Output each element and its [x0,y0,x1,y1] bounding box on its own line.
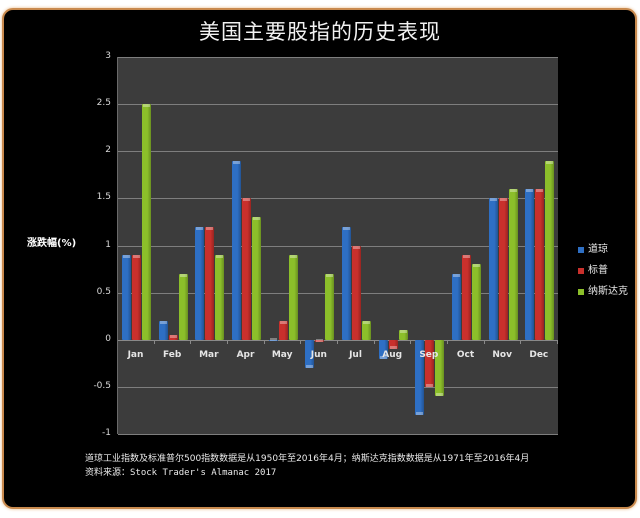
x-tick-label: Apr [236,350,255,360]
x-tick-label: Dec [529,350,549,360]
bar-oct-1 [461,254,471,340]
y-tick-label: 2 [105,145,111,156]
gridline [118,57,558,58]
x-tick-label: Oct [456,350,475,360]
bar-mar-1 [205,226,215,340]
legend-swatch-icon [578,247,584,253]
y-tick-label: -1 [102,428,111,438]
bar-oct-2 [471,264,481,340]
x-tick-mark [373,340,375,344]
y-tick-label: 1.5 [96,192,111,203]
bar-jul-2 [361,320,371,340]
chart-title: 美国主要股指的历史表现 [199,20,441,44]
legend-label: 纳斯达克 [588,286,628,297]
y-tick-label: 0 [105,333,111,344]
bar-may-0 [268,338,278,342]
bar-jul-1 [351,245,361,340]
bar-jan-0 [121,254,131,340]
x-tick-label: Nov [492,350,512,360]
x-tick-label: Jan [127,350,144,360]
x-tick-mark [557,340,558,344]
bar-dec-2 [545,160,555,340]
x-tick-label: Jul [349,350,362,360]
bar-sep-2 [435,339,445,397]
bar-jul-0 [341,226,351,340]
bar-jan-2 [141,104,151,340]
y-tick-label: 2.5 [96,98,111,109]
x-tick-mark [520,340,522,344]
x-tick-mark [190,340,192,344]
plot-area [117,57,558,435]
x-tick-label: Jun [310,350,327,360]
x-tick-mark [153,340,155,344]
bar-may-1 [278,320,288,340]
y-tick-label: 1 [105,239,111,250]
footnote-source: 资料来源：Stock Trader's Almanac 2017 [85,468,277,478]
gridline [118,245,558,247]
bar-apr-2 [251,217,261,340]
bar-dec-1 [535,188,545,340]
legend-label: 道琼 [588,244,608,255]
bar-sep-0 [415,339,425,416]
legend-swatch-icon [578,268,584,274]
bar-mar-2 [215,254,225,340]
x-tick-mark [227,340,228,344]
legend-swatch-icon [578,289,584,295]
x-tick-mark [337,340,338,344]
bar-apr-1 [241,198,251,340]
x-tick-mark [300,340,302,344]
bar-may-2 [288,254,298,340]
x-tick-label: Sep [419,350,439,360]
bar-nov-0 [488,198,498,340]
bar-aug-0 [378,339,388,359]
y-tick-label: -0.5 [93,380,111,391]
x-tick-mark [483,340,485,344]
bar-feb-1 [168,335,178,340]
gridline [118,104,558,106]
bar-sep-1 [425,339,435,388]
gridline [118,339,558,341]
bar-aug-2 [398,330,408,340]
bar-dec-0 [525,188,535,340]
bar-mar-0 [195,226,205,340]
y-tick-label: 0.5 [96,286,111,297]
y-axis-label: 涨跌幅(%) [27,238,77,249]
bar-feb-2 [178,273,188,340]
bar-nov-1 [498,198,508,340]
bar-jun-0 [305,339,315,369]
bar-jun-1 [315,338,325,342]
bar-feb-0 [158,320,168,340]
bar-aug-1 [388,339,398,350]
gridline [118,434,558,435]
y-tick-label: 3 [105,51,111,61]
gridline [118,292,558,294]
bar-oct-0 [451,273,461,340]
bar-jan-1 [131,254,141,340]
x-tick-mark [447,340,448,344]
legend-label: 标普 [588,265,608,276]
x-tick-mark [263,340,265,344]
x-tick-mark [410,340,412,344]
gridline [118,386,558,388]
gridline [118,198,558,200]
bar-jun-2 [325,273,335,340]
x-tick-label: Mar [199,350,219,360]
footnote-data-range: 道琼工业指数及标准普尔500指数数据是从1950年至2016年4月；纳斯达克指数… [85,454,530,464]
bar-nov-2 [508,188,518,340]
bar-apr-0 [231,160,241,340]
gridline [118,151,558,153]
x-tick-label: May [271,350,293,360]
x-tick-label: Aug [382,350,403,360]
x-tick-label: Feb [162,350,182,360]
